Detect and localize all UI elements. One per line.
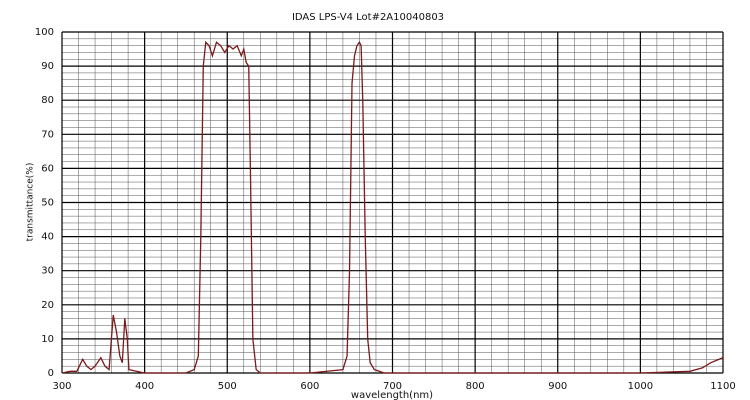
x-tick-label: 1100: [710, 381, 735, 392]
data-line: [61, 40, 724, 374]
y-tick-label: 40: [41, 232, 54, 243]
y-tick-label: 20: [41, 300, 54, 311]
x-tick-label: 900: [548, 381, 567, 392]
x-axis-label: wavelength(nm): [351, 390, 433, 400]
x-tick-label: 500: [218, 381, 237, 392]
y-tick-label: 100: [35, 27, 54, 38]
y-tick-label: 80: [41, 95, 54, 106]
y-tick-label: 10: [41, 334, 54, 345]
x-tick-label: 600: [300, 381, 319, 392]
x-tick-label: 700: [383, 381, 402, 392]
y-tick-label: 90: [41, 61, 54, 72]
x-tick-label: 300: [52, 381, 71, 392]
chart-title: IDAS LPS-V4 Lot#2A10040803: [292, 12, 444, 23]
y-axis-label: transmittance(%): [26, 163, 36, 242]
y-tick-label: 30: [41, 266, 54, 277]
y-tick-label: 70: [41, 129, 54, 140]
y-tick-label: 0: [48, 368, 54, 379]
x-tick-label: 1000: [628, 381, 653, 392]
x-tick-label: 800: [466, 381, 485, 392]
y-tick-label: 50: [41, 198, 54, 209]
y-tick-label: 60: [41, 163, 54, 174]
x-tick-label: 400: [135, 381, 154, 392]
